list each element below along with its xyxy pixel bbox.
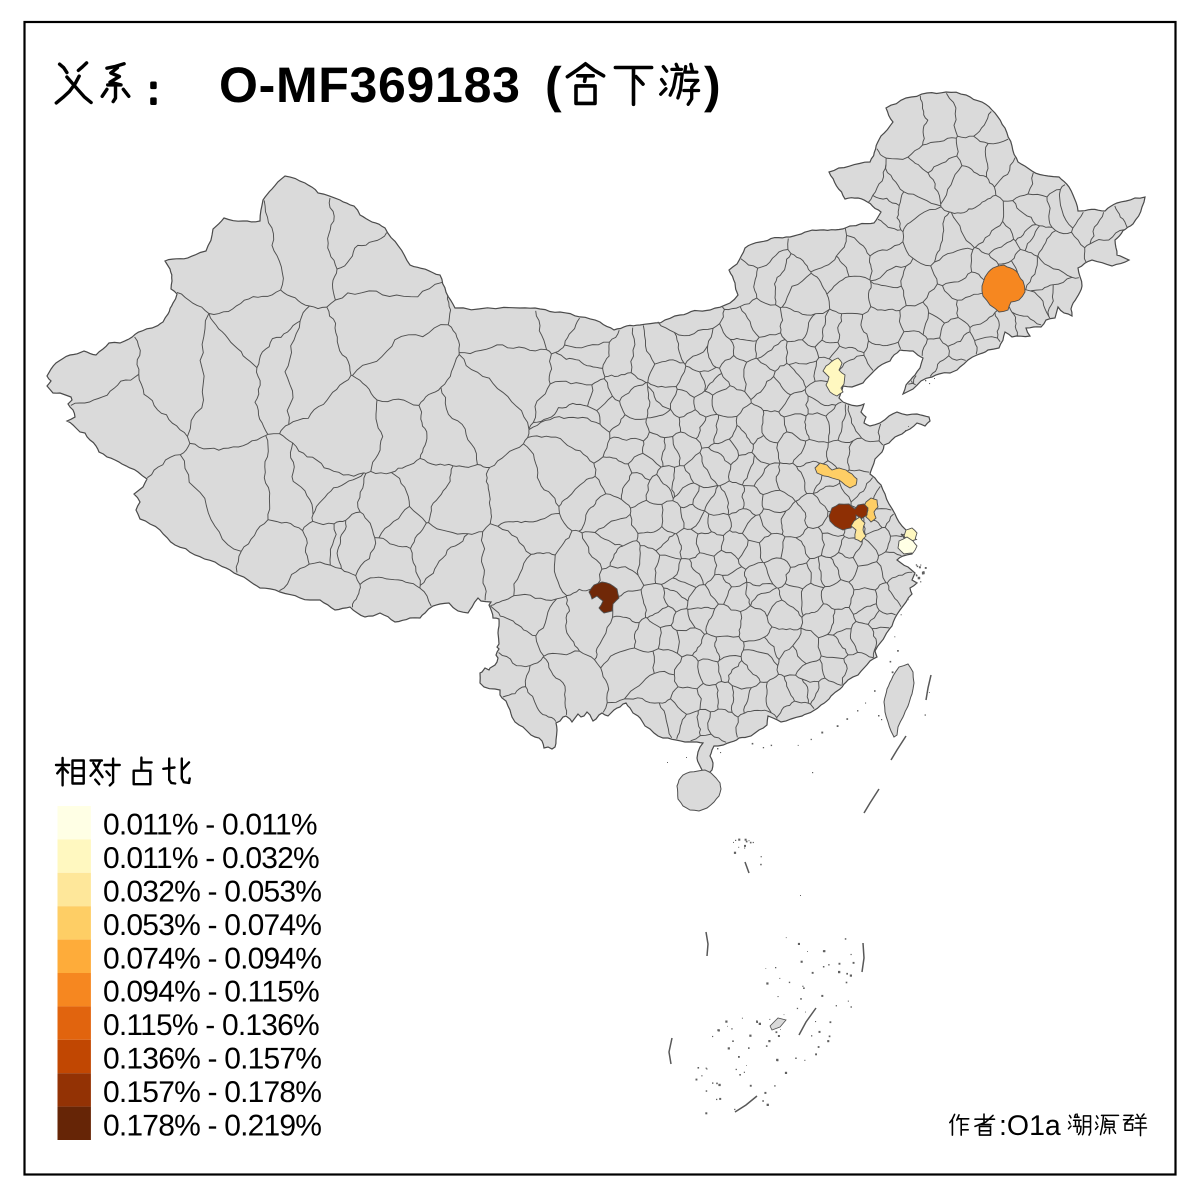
svg-text:0.053% - 0.074%: 0.053% - 0.074%	[103, 909, 321, 942]
svg-text:0.074% - 0.094%: 0.074% - 0.094%	[103, 942, 321, 975]
svg-text:O-MF369183: O-MF369183	[219, 57, 521, 113]
svg-text:0.157% - 0.178%: 0.157% - 0.178%	[103, 1076, 321, 1109]
svg-text::O1a: :O1a	[999, 1110, 1061, 1142]
svg-text:0.136% - 0.157%: 0.136% - 0.157%	[103, 1043, 321, 1076]
svg-text:0.011% - 0.011%: 0.011% - 0.011%	[103, 809, 317, 842]
svg-text:): )	[704, 57, 721, 113]
svg-text:0.115% - 0.136%: 0.115% - 0.136%	[103, 1009, 319, 1042]
svg-text:0.011% - 0.032%: 0.011% - 0.032%	[103, 842, 319, 875]
svg-text:0.178% - 0.219%: 0.178% - 0.219%	[103, 1109, 321, 1142]
svg-text:0.032% - 0.053%: 0.032% - 0.053%	[103, 876, 321, 909]
svg-text:(: (	[545, 57, 562, 113]
svg-text:0.094% - 0.115%: 0.094% - 0.115%	[103, 976, 319, 1009]
